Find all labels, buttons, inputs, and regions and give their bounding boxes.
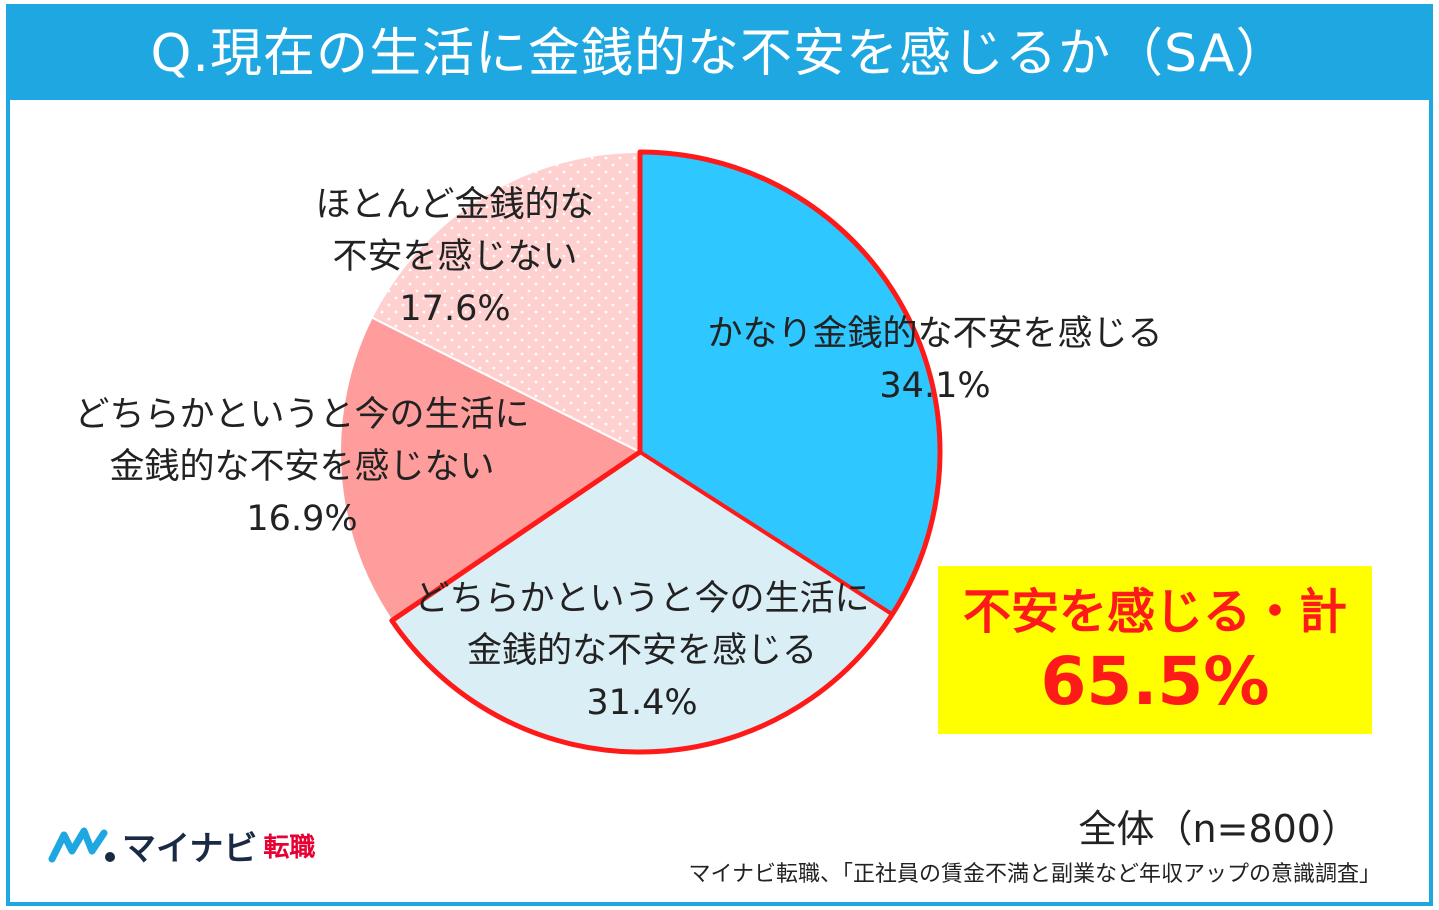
pie-slice-dochiraka-kanjinai-label: どちらかというと今の生活に金銭的な不安を感じない 16.9% [74, 395, 529, 539]
logo-sub: 転職 [263, 832, 316, 863]
total-badge: 不安を感じる・計 65.5% [938, 566, 1372, 734]
sample-size: 全体（n=800） [1078, 807, 1359, 851]
highlight-outline [389, 149, 943, 755]
logo-text: マイナビ [122, 828, 258, 869]
pie-slice-hotondo [370, 150, 641, 454]
chart-frame: Q.現在の生活に金銭的な不安を感じるか（SA） [6, 4, 1433, 906]
pie-slice-dochiraka-kanjinai [339, 316, 642, 623]
pie-slice-kanari-label: かなり金銭的な不安を感じる 34.1% [707, 314, 1162, 406]
highlight-divider [638, 450, 894, 617]
total-label: 不安を感じる・計 [962, 584, 1347, 640]
source-note: マイナビ転職、「正社員の賃金不満と副業など年収アップの意識調査」 [688, 862, 1381, 887]
total-value: 65.5% [1040, 643, 1270, 720]
page-title: Q.現在の生活に金銭的な不安を感じるか（SA） [10, 8, 1429, 100]
mynavi-logo: マイナビ 転職 [48, 822, 316, 869]
pie-slice-hotondo-label: ほとんど金銭的な不安を感じない 17.6% [316, 185, 595, 329]
pie-slice-dochiraka-kanjiru-label: どちらかというと今の生活に金銭的な不安を感じる 31.4% [414, 579, 869, 723]
mynavi-logo-icon [48, 827, 115, 863]
